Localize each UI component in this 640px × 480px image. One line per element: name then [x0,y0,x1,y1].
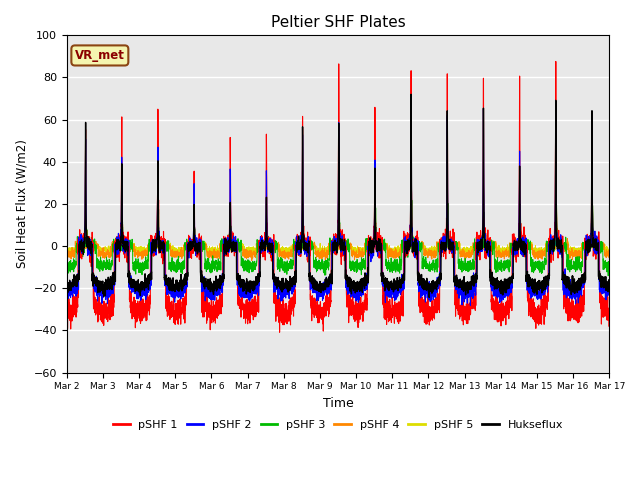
pSHF 3 [605,268,612,274]
pSHF 5 [460,246,467,252]
pSHF 4 [161,245,168,251]
pSHF 1 [605,312,613,318]
pSHF 4 [430,248,438,254]
pSHF 1 [161,253,168,259]
pSHF 5 [605,248,612,253]
pSHF 2 [605,281,612,287]
pSHF 4 [605,252,613,258]
pSHF 5 [605,251,613,256]
pSHF 4 [491,242,499,248]
Hukseflux [426,295,433,300]
pSHF 2 [429,293,437,299]
Line: pSHF 3: pSHF 3 [67,200,609,276]
pSHF 2 [161,242,168,248]
Y-axis label: Soil Heat Flux (W/m2): Soil Heat Flux (W/m2) [15,140,28,268]
pSHF 2 [460,292,467,298]
pSHF 5 [554,229,561,235]
Hukseflux [161,275,168,281]
Line: pSHF 5: pSHF 5 [67,232,609,255]
X-axis label: Time: Time [323,397,353,410]
Line: pSHF 2: pSHF 2 [67,106,609,305]
pSHF 4 [605,252,612,258]
pSHF 5 [429,247,437,252]
pSHF 3 [408,197,416,203]
pSHF 2 [63,296,70,301]
pSHF 1 [429,304,437,310]
pSHF 3 [161,238,168,244]
Hukseflux [430,284,438,290]
Hukseflux [63,284,70,290]
Hukseflux [318,282,326,288]
pSHF 5 [490,242,498,248]
pSHF 3 [429,264,437,270]
pSHF 1 [318,307,326,312]
pSHF 4 [372,225,380,230]
pSHF 1 [490,317,498,323]
pSHF 4 [460,249,468,254]
pSHF 5 [356,252,364,258]
pSHF 1 [460,312,467,318]
pSHF 2 [552,103,559,109]
pSHF 3 [490,255,498,261]
pSHF 3 [460,268,467,274]
pSHF 3 [604,273,612,279]
Legend: pSHF 1, pSHF 2, pSHF 3, pSHF 4, pSHF 5, Hukseflux: pSHF 1, pSHF 2, pSHF 3, pSHF 4, pSHF 5, … [108,416,568,434]
Hukseflux [605,287,612,293]
pSHF 1 [552,59,559,64]
pSHF 5 [63,249,70,254]
pSHF 1 [605,318,612,324]
pSHF 2 [318,285,326,291]
Line: pSHF 1: pSHF 1 [67,61,609,332]
Hukseflux [605,284,613,290]
pSHF 1 [63,318,70,324]
Text: VR_met: VR_met [75,49,125,62]
pSHF 5 [318,248,326,254]
pSHF 2 [490,282,498,288]
pSHF 4 [318,247,326,253]
pSHF 3 [605,260,613,266]
Line: Hukseflux: Hukseflux [67,94,609,298]
Hukseflux [491,286,499,292]
Hukseflux [407,91,415,97]
pSHF 2 [467,302,474,308]
pSHF 4 [248,258,255,264]
pSHF 4 [63,245,70,251]
Title: Peltier SHF Plates: Peltier SHF Plates [271,15,405,30]
pSHF 5 [161,241,168,247]
pSHF 3 [63,263,70,269]
pSHF 3 [318,265,326,271]
pSHF 1 [276,329,284,335]
pSHF 2 [605,287,613,292]
Line: pSHF 4: pSHF 4 [67,228,609,261]
Hukseflux [460,288,468,294]
